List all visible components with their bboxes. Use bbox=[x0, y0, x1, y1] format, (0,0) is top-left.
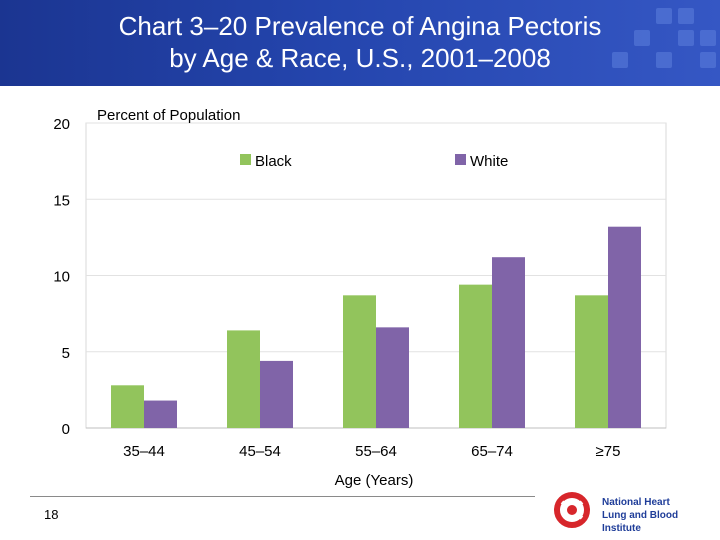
logo-text-line-1: National Heart bbox=[602, 497, 670, 508]
logo-text-line-2: Lung and Blood Institute bbox=[602, 510, 679, 534]
x-tick-label: 65–74 bbox=[471, 443, 513, 460]
y-tick-label: 20 bbox=[53, 116, 70, 133]
bar-white bbox=[260, 360, 293, 428]
logo-text: National Heart Lung and Blood Institute bbox=[602, 496, 702, 535]
bar-white bbox=[144, 400, 177, 428]
y-tick-label: 0 bbox=[62, 421, 70, 438]
x-axis-label: Age (Years) bbox=[335, 472, 414, 489]
y-tick-label: 15 bbox=[53, 192, 70, 209]
bar-black bbox=[111, 385, 144, 428]
y-tick-label: 5 bbox=[62, 345, 70, 362]
bars bbox=[111, 226, 641, 428]
title-banner: Chart 3–20 Prevalence of Angina Pectoris… bbox=[0, 0, 720, 86]
page-number: 18 bbox=[44, 507, 59, 522]
bar-black bbox=[575, 295, 608, 428]
legend-label-black: Black bbox=[255, 153, 292, 170]
y-axis-ticks: 0 5 10 15 20 bbox=[53, 116, 70, 438]
title-line-2: by Age & Race, U.S., 2001–2008 bbox=[169, 43, 551, 73]
decorative-tiles bbox=[590, 0, 720, 86]
x-tick-label: 55–64 bbox=[355, 443, 397, 460]
title-line-1: Chart 3–20 Prevalence of Angina Pectoris bbox=[118, 11, 602, 41]
bar-white bbox=[492, 257, 525, 428]
bar-black bbox=[459, 284, 492, 428]
chart-title: Chart 3–20 Prevalence of Angina Pectoris… bbox=[0, 10, 720, 74]
legend-swatch-black bbox=[240, 154, 251, 165]
bar-white bbox=[376, 327, 409, 428]
legend-swatch-white bbox=[455, 154, 466, 165]
bar-chart: 0 5 10 15 20 35–44 45–54 55–64 65–74 ≥75 Black Wh… bbox=[53, 107, 667, 489]
bar-black bbox=[343, 295, 376, 428]
x-tick-label: 45–54 bbox=[239, 443, 281, 460]
nhlbi-logo: National Heart Lung and Blood Institute bbox=[552, 488, 702, 535]
y-axis-label: Percent of Population bbox=[97, 107, 240, 124]
legend: Black White bbox=[240, 153, 508, 170]
x-axis-ticks: 35–44 45–54 55–64 65–74 ≥75 bbox=[123, 443, 620, 460]
x-tick-label: 35–44 bbox=[123, 443, 165, 460]
bar-black bbox=[227, 330, 260, 428]
footer-divider bbox=[30, 496, 535, 497]
legend-label-white: White bbox=[470, 153, 508, 170]
logo-mark-icon bbox=[554, 492, 590, 528]
bar-white bbox=[608, 226, 641, 428]
y-tick-label: 10 bbox=[53, 269, 70, 286]
x-tick-label: ≥75 bbox=[596, 443, 621, 460]
